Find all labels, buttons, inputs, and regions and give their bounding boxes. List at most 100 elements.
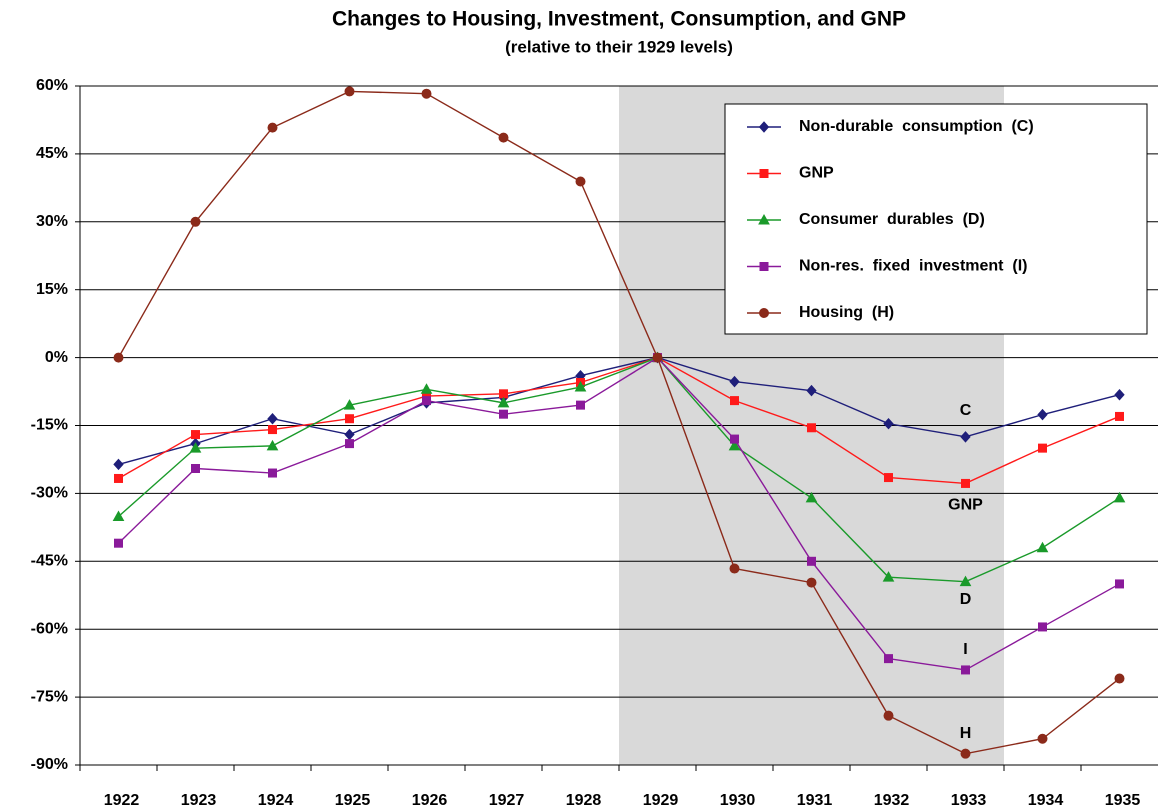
annotation: I xyxy=(963,641,967,658)
data-point xyxy=(191,464,200,474)
data-point xyxy=(1037,733,1048,744)
x-tick-label: 1930 xyxy=(720,792,756,809)
legend-marker xyxy=(759,169,769,178)
data-point xyxy=(345,414,354,424)
legend-marker xyxy=(758,121,770,133)
legend-marker xyxy=(759,308,769,318)
y-tick-label: -15% xyxy=(31,417,68,434)
data-point xyxy=(959,575,972,587)
data-point xyxy=(729,375,740,388)
data-point xyxy=(344,428,355,441)
data-point xyxy=(883,710,894,721)
data-point xyxy=(268,468,277,478)
data-point xyxy=(806,577,817,588)
x-tick-label: 1934 xyxy=(1028,792,1064,809)
legend-marker xyxy=(758,213,770,225)
data-point xyxy=(1113,491,1126,503)
data-point xyxy=(961,665,970,675)
data-point xyxy=(113,458,124,471)
x-tick-label: 1928 xyxy=(566,792,602,809)
data-point xyxy=(267,412,278,425)
data-point xyxy=(344,86,355,97)
data-point xyxy=(268,425,277,435)
legend-label: Non-res. fixed investment (I) xyxy=(799,258,1027,275)
x-tick-label: 1923 xyxy=(181,792,217,809)
data-point xyxy=(730,434,739,444)
y-tick-label: 30% xyxy=(36,213,68,230)
data-point xyxy=(728,439,741,451)
x-tick-label: 1925 xyxy=(335,792,371,809)
legend: Non-durable consumption (C) GNP Consumer d… xyxy=(724,103,1148,335)
data-point xyxy=(499,389,508,399)
data-point xyxy=(883,417,894,430)
data-point xyxy=(807,423,816,433)
data-point xyxy=(114,473,123,483)
data-point xyxy=(1114,388,1125,401)
annotation: H xyxy=(960,725,972,742)
data-point xyxy=(113,352,124,363)
y-tick-label: -60% xyxy=(31,620,68,637)
y-tick-label: -45% xyxy=(31,553,68,570)
data-point xyxy=(267,122,278,133)
data-point xyxy=(497,396,510,408)
data-point xyxy=(1037,408,1048,421)
data-point xyxy=(1036,541,1049,553)
data-point xyxy=(574,380,587,392)
data-point xyxy=(1114,673,1125,684)
data-point xyxy=(961,478,970,488)
y-tick-label: 60% xyxy=(36,77,68,94)
data-point xyxy=(266,439,279,451)
series-line xyxy=(118,356,1120,485)
data-point xyxy=(1115,579,1124,589)
data-point xyxy=(1038,443,1047,453)
data-point xyxy=(730,396,739,406)
x-tick-label: 1922 xyxy=(104,792,140,809)
data-point xyxy=(882,571,895,582)
data-point xyxy=(114,538,123,548)
data-point xyxy=(576,400,585,410)
legend-label: Consumer durables (D) xyxy=(799,211,985,228)
annotation: D xyxy=(960,591,972,608)
x-tick-label: 1933 xyxy=(951,792,987,809)
x-tick-label: 1931 xyxy=(797,792,833,809)
data-point xyxy=(190,216,201,227)
data-point xyxy=(1115,411,1124,421)
series-line xyxy=(118,356,1120,466)
data-point xyxy=(806,384,817,397)
series-line xyxy=(117,90,1120,755)
data-point xyxy=(421,88,432,99)
data-point xyxy=(960,431,971,443)
x-tick-label: 1932 xyxy=(874,792,910,809)
x-tick-label: 1926 xyxy=(412,792,448,809)
data-point xyxy=(805,491,818,503)
data-point xyxy=(729,563,740,574)
data-point xyxy=(345,439,354,449)
data-point xyxy=(112,510,125,521)
x-tick-label: 1935 xyxy=(1105,792,1141,809)
y-tick-label: -90% xyxy=(31,756,68,773)
y-tick-label: 45% xyxy=(36,145,68,162)
y-tick-label: -75% xyxy=(31,688,68,705)
data-point xyxy=(420,383,433,394)
data-point xyxy=(575,176,586,187)
data-point xyxy=(499,409,508,419)
annotation: GNP xyxy=(948,497,983,514)
legend-box xyxy=(724,103,1148,335)
data-point xyxy=(960,748,971,759)
legend-marker xyxy=(759,262,769,271)
x-tick-label: 1929 xyxy=(643,792,679,809)
data-point xyxy=(191,430,200,440)
annotation: C xyxy=(960,402,972,419)
data-point xyxy=(884,473,893,483)
x-tick-label: 1927 xyxy=(489,792,525,809)
series-line xyxy=(118,356,1120,671)
legend-label: GNP xyxy=(799,165,834,182)
data-point xyxy=(498,132,509,143)
y-tick-label: -30% xyxy=(31,485,68,502)
data-point xyxy=(807,556,816,566)
y-tick-label: 15% xyxy=(36,281,68,298)
legend-label: Non-durable consumption (C) xyxy=(799,118,1034,135)
legend-label: Housing (H) xyxy=(799,304,894,321)
x-tick-label: 1924 xyxy=(258,792,294,809)
